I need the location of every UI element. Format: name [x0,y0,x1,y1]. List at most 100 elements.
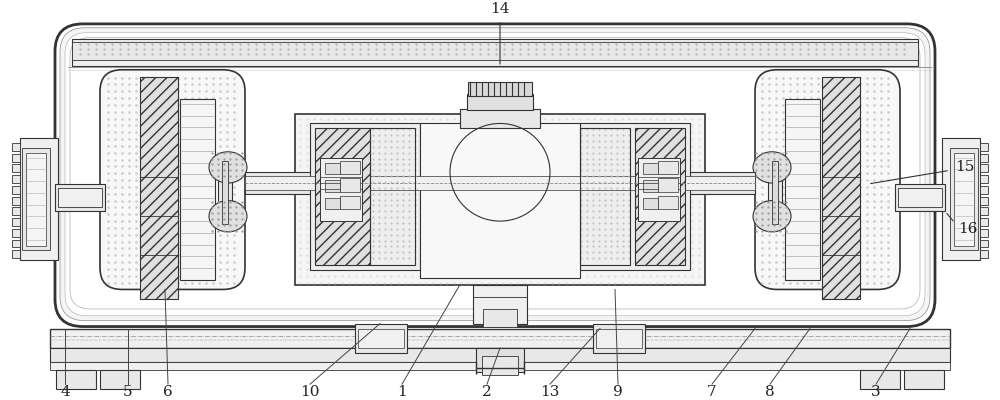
Bar [483,309,517,326]
Text: 6: 6 [163,385,173,399]
Bar [12,143,20,151]
Bar [340,178,360,192]
Bar [643,198,658,209]
Bar [12,154,20,162]
Bar [12,175,20,183]
FancyBboxPatch shape [55,24,935,326]
Bar [643,162,658,174]
Text: 1: 1 [397,385,407,399]
Bar [980,240,988,248]
Bar [340,160,360,174]
Bar [325,180,340,192]
Text: 10: 10 [300,385,320,399]
Bar [638,158,680,221]
Bar [12,186,20,194]
Text: 7: 7 [707,385,717,399]
Bar [218,158,232,226]
Bar [904,370,944,389]
Bar [980,250,988,258]
FancyBboxPatch shape [755,70,900,290]
Text: 16: 16 [958,222,978,236]
Ellipse shape [209,152,247,183]
Bar [420,124,580,278]
FancyBboxPatch shape [60,28,930,321]
Bar [12,208,20,215]
Bar [295,114,705,284]
Bar [315,128,370,265]
Bar [245,172,755,194]
Bar [980,229,988,237]
Bar [358,328,404,348]
Bar [476,348,524,372]
Bar [26,153,46,246]
Bar [768,158,782,226]
FancyBboxPatch shape [100,70,245,290]
Ellipse shape [209,200,247,232]
Bar [980,186,988,194]
Bar [772,160,778,224]
Bar [325,198,340,209]
FancyBboxPatch shape [70,38,920,309]
Bar [658,160,678,174]
Bar [593,324,645,353]
Bar [12,164,20,172]
Bar [898,188,942,208]
Text: 14: 14 [490,2,510,16]
Bar [12,218,20,226]
Bar [596,328,642,348]
Bar [22,148,50,250]
Bar [468,82,532,96]
Bar [222,160,228,224]
Bar [320,158,362,221]
Bar [980,143,988,151]
Bar [980,218,988,226]
Bar [643,180,658,192]
Bar [370,128,415,265]
Bar [12,250,20,258]
Bar [100,370,140,389]
Bar [325,162,340,174]
Bar [12,229,20,237]
Ellipse shape [753,200,791,232]
Bar [942,138,980,260]
Text: 4: 4 [60,385,70,399]
Bar [12,197,20,204]
Bar [658,178,678,192]
Bar [980,175,988,183]
Bar [12,240,20,248]
Bar [50,362,950,370]
Text: 8: 8 [765,385,775,399]
Text: 9: 9 [613,385,623,399]
Bar [580,124,690,270]
Bar [980,164,988,172]
Bar [482,356,518,375]
Bar [72,38,918,66]
Bar [340,196,360,209]
Bar [140,76,178,299]
Bar [822,76,860,299]
Bar [980,197,988,204]
Bar [72,42,918,60]
Text: 5: 5 [123,385,133,399]
Text: 13: 13 [540,385,560,399]
Bar [860,370,900,389]
Bar [50,328,950,348]
Bar [658,196,678,209]
Bar [55,184,105,211]
Bar [895,184,945,211]
Bar [950,148,978,250]
Text: 3: 3 [871,385,881,399]
Bar [58,188,102,208]
Bar [980,154,988,162]
Bar [980,208,988,215]
Bar [460,109,540,128]
Bar [20,138,58,260]
Bar [310,124,420,270]
Ellipse shape [753,152,791,183]
Text: 2: 2 [482,385,492,399]
Bar [635,128,685,265]
Bar [355,324,407,353]
Bar [785,99,820,280]
Bar [50,348,950,362]
Bar [954,153,974,246]
